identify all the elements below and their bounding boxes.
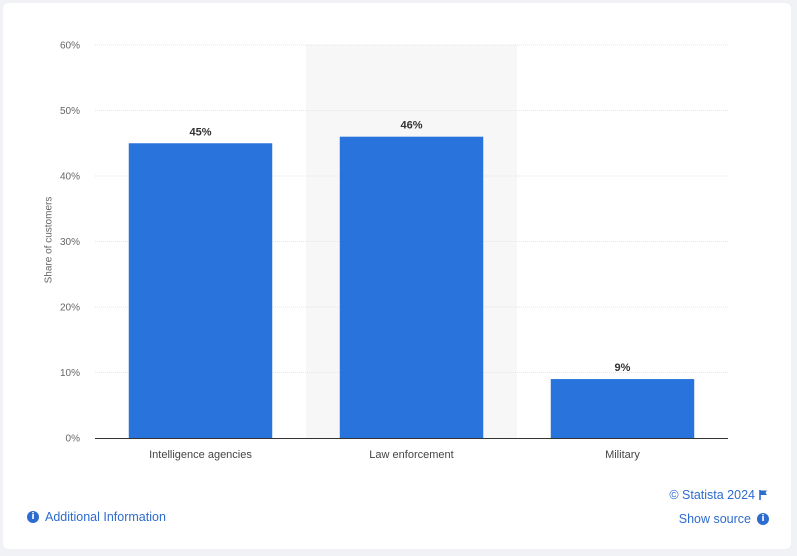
flag-icon[interactable] [759,489,769,501]
show-source-label[interactable]: Show source [678,512,751,526]
credit-text[interactable]: © Statista 2024 [669,488,755,502]
data-label: 46% [400,120,422,132]
additional-information-link[interactable]: i Additional Information [27,510,166,524]
y-tick-label: 60% [60,41,80,52]
info-icon[interactable]: i [27,511,39,523]
bar [339,136,484,438]
y-tick-label: 20% [60,303,80,314]
y-tick-label: 0% [66,434,81,445]
bar [128,143,273,438]
y-axis-label: Share of customers [43,196,55,284]
x-tick-label: Law enforcement [369,449,453,461]
y-tick-label: 30% [60,237,80,248]
show-source-link[interactable]: Show source i [679,512,769,526]
x-tick-label: Military [605,449,640,461]
data-label: 45% [189,126,211,138]
data-label: 9% [615,362,631,374]
y-tick-label: 50% [60,106,80,117]
bar [550,379,695,438]
x-tick-label: Intelligence agencies [149,449,252,461]
statista-credit[interactable]: © Statista 2024 [669,488,769,502]
y-tick-label: 40% [60,172,80,183]
y-tick-label: 10% [60,368,80,379]
bar-chart: 0% 10% 20% 30% 40% 50% 60% 45% Intelligence agen… [60,41,728,461]
additional-information-label[interactable]: Additional Information [45,510,166,524]
info-icon[interactable]: i [757,513,769,525]
